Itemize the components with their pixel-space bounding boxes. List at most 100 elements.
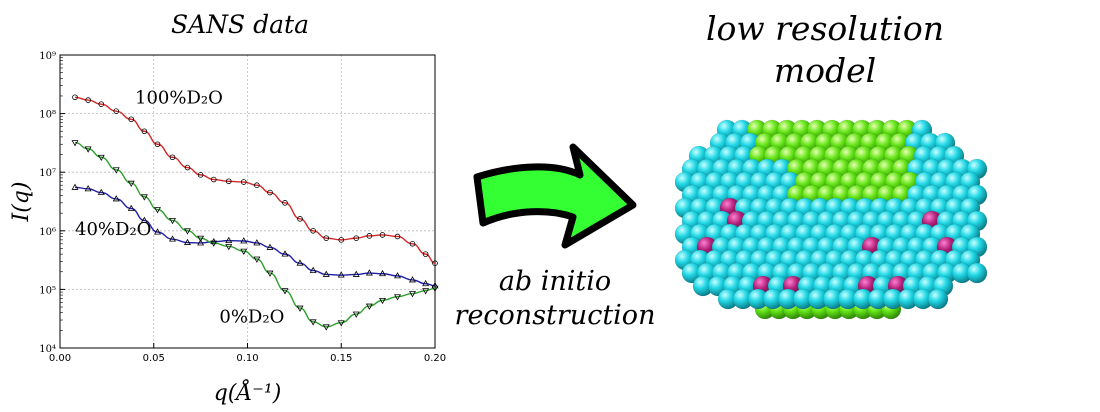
- data-point: [322, 324, 330, 331]
- data-point: [281, 250, 289, 257]
- data-point: [379, 232, 386, 238]
- data-point: [267, 189, 273, 196]
- y-tick-label: 10⁶: [39, 227, 56, 238]
- data-point: [282, 200, 288, 206]
- series-annotation: 0%D₂O: [219, 307, 284, 328]
- data-point: [169, 218, 176, 225]
- data-point: [184, 238, 191, 245]
- data-point: [253, 239, 261, 246]
- data-point: [184, 164, 191, 171]
- data-point: [98, 101, 105, 107]
- series-line: [74, 186, 436, 287]
- data-point: [225, 236, 233, 244]
- method-label-line2: reconstruction: [454, 300, 656, 331]
- data-point: [112, 167, 120, 174]
- data-point: [84, 146, 92, 153]
- data-point: [240, 179, 247, 185]
- x-tick-label: 0.15: [330, 353, 352, 364]
- x-tick-label: 0.20: [424, 353, 446, 364]
- bead-model: [674, 119, 988, 320]
- data-point: [154, 141, 161, 148]
- data-point: [394, 233, 401, 240]
- cyan-bead: [927, 288, 949, 310]
- data-point: [296, 305, 304, 312]
- data-point: [254, 182, 260, 189]
- data-point: [337, 320, 345, 327]
- data-point: [169, 154, 176, 161]
- data-point: [422, 288, 430, 295]
- method-label-line1: ab initio: [498, 266, 612, 297]
- data-point: [184, 228, 191, 235]
- series-annotation: 100%D₂O: [135, 87, 223, 108]
- arrow-shape: [473, 143, 637, 249]
- y-tick-label: 10⁸: [39, 110, 56, 121]
- model-title-line1: low resolution: [705, 9, 944, 48]
- data-point: [353, 235, 360, 241]
- series-line: [74, 96, 436, 264]
- data-point: [431, 285, 439, 292]
- y-tick-label: 10⁷: [39, 168, 56, 179]
- data-point: [394, 272, 401, 279]
- data-point: [338, 237, 345, 243]
- data-point: [337, 271, 345, 278]
- data-point: [140, 216, 148, 223]
- data-point: [266, 270, 274, 277]
- data-point: [210, 176, 217, 183]
- data-point: [322, 270, 330, 277]
- data-point: [365, 269, 373, 276]
- data-point: [141, 128, 148, 135]
- data-point: [84, 185, 92, 192]
- y-tick-label: 10⁴: [39, 344, 56, 355]
- data-point: [379, 269, 386, 277]
- data-point: [352, 270, 360, 277]
- x-tick-label: 0.10: [236, 353, 258, 364]
- data-point: [379, 297, 386, 305]
- data-point: [97, 188, 105, 195]
- data-point: [154, 228, 161, 235]
- data-point: [140, 194, 148, 201]
- x-axis-label: q(Å⁻¹): [214, 378, 282, 406]
- data-point: [310, 228, 316, 234]
- data-point: [112, 195, 120, 202]
- model-title-line2: model: [773, 51, 877, 90]
- data-point: [309, 266, 317, 273]
- y-axis-label: I(q): [9, 182, 34, 223]
- y-tick-label: 10⁹: [39, 51, 56, 62]
- data-point: [366, 233, 373, 239]
- data-point: [240, 237, 248, 244]
- data-point: [154, 207, 161, 214]
- data-point: [297, 216, 303, 222]
- data-point: [71, 183, 79, 190]
- data-point: [72, 94, 78, 101]
- data-point: [309, 319, 317, 326]
- data-point: [352, 311, 360, 318]
- data-point: [225, 178, 232, 185]
- data-point: [323, 235, 330, 241]
- x-tick-label: 0.05: [143, 353, 165, 364]
- data-point: [422, 279, 430, 287]
- data-point: [128, 116, 135, 123]
- data-point: [197, 235, 205, 242]
- data-point: [281, 288, 289, 295]
- data-point: [225, 244, 233, 251]
- process-arrow: [473, 143, 637, 249]
- data-point: [422, 251, 429, 257]
- data-point: [127, 180, 135, 187]
- data-point: [240, 248, 248, 255]
- chart-title: SANS data: [171, 10, 309, 39]
- data-point: [197, 239, 205, 246]
- series-annotation: 40%D₂O: [75, 219, 151, 240]
- series-line: [74, 141, 436, 328]
- data-point: [169, 235, 176, 242]
- data-point: [365, 303, 373, 310]
- data-point: [113, 108, 120, 114]
- data-point: [409, 276, 416, 283]
- data-point: [296, 259, 304, 266]
- data-point: [432, 260, 438, 266]
- data-point: [253, 256, 261, 263]
- cyan-bead: [966, 262, 988, 284]
- sans-chart: 0.00 0.05 0.10 0.15 0.20 10⁴ 10⁵ 10⁶ 10⁷ 10⁸ 10⁹ q(…: [9, 51, 446, 406]
- data-point: [97, 154, 105, 162]
- data-point: [71, 140, 79, 147]
- data-point: [197, 172, 204, 178]
